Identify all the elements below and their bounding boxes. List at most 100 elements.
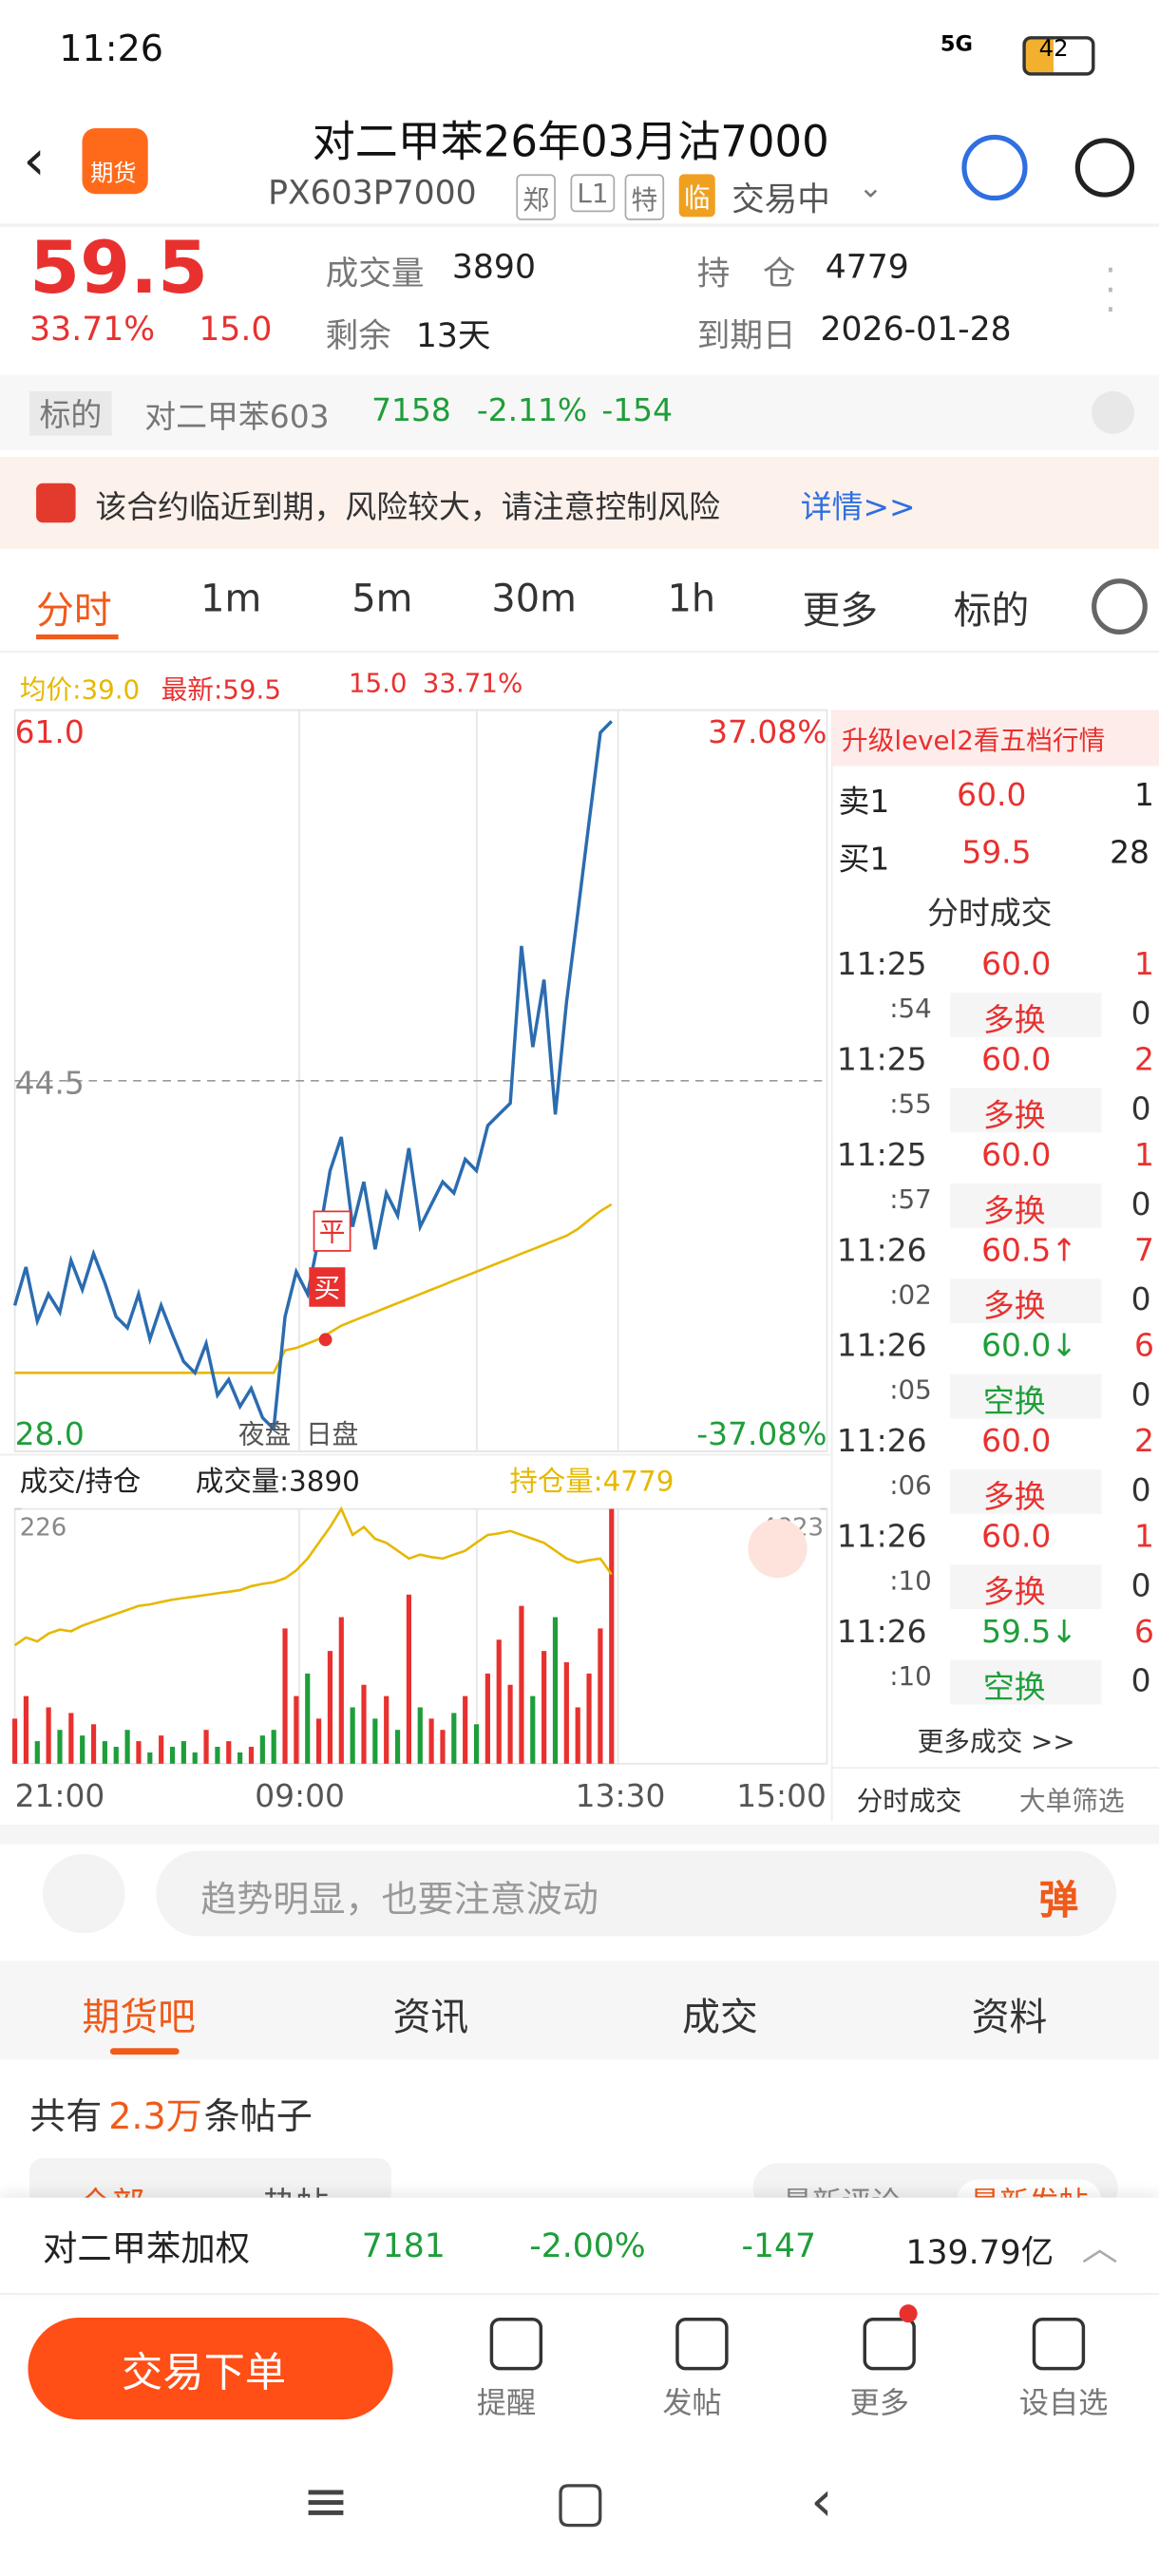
trade-volume: 6 — [1134, 1614, 1154, 1651]
volume-bar — [563, 1662, 569, 1764]
trades-title: 分时成交 — [927, 896, 1053, 933]
trade-volume: 6 — [1134, 1328, 1154, 1365]
nav-item[interactable]: 提醒 — [476, 2386, 537, 2422]
x-tick-label: 09:00 — [255, 1777, 345, 1814]
back-button[interactable]: ‹ — [23, 127, 46, 195]
trade-oi: 0 — [1130, 1186, 1151, 1223]
period-tab[interactable]: 分时 — [36, 590, 112, 634]
volume-bar — [192, 1752, 198, 1764]
value: 2026-01-28 — [820, 309, 1012, 349]
trade-volume: 2 — [1134, 1042, 1154, 1079]
trade-button[interactable] — [28, 2318, 393, 2420]
trade-time: 11:25 — [836, 1042, 927, 1079]
period-tab[interactable]: 5m — [352, 578, 413, 622]
section-tab[interactable]: 资讯 — [392, 1997, 469, 2040]
ai-button[interactable] — [961, 134, 1028, 201]
battery-level: 42 — [1038, 36, 1069, 63]
last-price: 59.5 — [29, 226, 209, 312]
divider — [831, 1767, 1159, 1770]
danmu-button[interactable]: 弹 — [1038, 1877, 1079, 1923]
ticker-change: -147 — [741, 2226, 817, 2265]
book-tab[interactable]: 大单筛选 — [1018, 1785, 1125, 1817]
volume-bar — [113, 1747, 119, 1764]
underlying-arrow[interactable] — [1092, 390, 1135, 434]
trade-volume: 7 — [1134, 1232, 1154, 1269]
comment-input[interactable] — [156, 1850, 1117, 1937]
system-nav[interactable]: ≡ — [302, 2469, 350, 2535]
upgrade-bar[interactable] — [831, 710, 1159, 767]
trade-type-bg — [950, 1183, 1102, 1228]
upgrade-link[interactable]: 升级level2看五档行情 — [842, 725, 1106, 757]
period-tab[interactable]: 1h — [667, 578, 716, 622]
trade-second: :55 — [889, 1088, 932, 1120]
expand-arrow[interactable]: ︿ — [1081, 2228, 1118, 2270]
ticker-pct: -2.00% — [529, 2226, 646, 2265]
trade-second: :06 — [889, 1469, 932, 1501]
system-nav[interactable]: ▢ — [554, 2469, 607, 2535]
trade-type: 多换 — [982, 1002, 1046, 1039]
y-tick-label: 61.0 — [15, 713, 85, 750]
volume-bar — [507, 1684, 513, 1764]
volume-bar — [440, 1730, 446, 1764]
more-trades[interactable]: 更多成交 >> — [917, 1726, 1075, 1757]
pct-label: 37.08% — [708, 713, 826, 750]
book-tab[interactable]: 分时成交 — [856, 1785, 962, 1817]
app-badge[interactable] — [82, 127, 148, 195]
volume-bar — [305, 1673, 311, 1764]
ask-volume: 1 — [1134, 777, 1154, 814]
volume-bar — [406, 1594, 412, 1764]
notify-dot — [899, 2304, 918, 2323]
nav-icon[interactable] — [863, 2318, 916, 2371]
underlying-bar — [0, 374, 1159, 451]
ticker-bar[interactable] — [0, 2197, 1159, 2295]
dropdown[interactable]: ⌄ — [858, 170, 884, 206]
nav-icon[interactable] — [489, 2318, 543, 2371]
marker-dot — [318, 1333, 332, 1347]
zoom-button — [748, 1518, 808, 1579]
volume-bar — [609, 1508, 615, 1764]
volume-bar — [124, 1730, 130, 1764]
volume-bar — [372, 1718, 378, 1764]
nav-icon[interactable] — [675, 2318, 729, 2371]
volume-bar — [428, 1718, 434, 1764]
trade-price: 60.0↓ — [981, 1328, 1077, 1365]
system-nav[interactable]: ‹ — [810, 2469, 833, 2535]
trade-second: :05 — [889, 1373, 932, 1406]
ticker-name: 对二甲苯加权 — [42, 2228, 251, 2269]
label: 到期日 — [696, 315, 796, 355]
volume-bar — [384, 1695, 390, 1764]
label: 剩余 — [325, 315, 391, 355]
volume-bar — [586, 1673, 592, 1764]
period-tab[interactable]: 标的 — [953, 590, 1030, 634]
underlying-pct: -2.11% — [476, 392, 588, 429]
section-tab[interactable]: 资料 — [971, 1997, 1048, 2040]
volume-label: 成交量:3890 — [196, 1466, 360, 1498]
trade-volume: 2 — [1134, 1423, 1154, 1460]
nav-item[interactable]: 发帖 — [662, 2386, 722, 2422]
filter-button[interactable] — [42, 1854, 125, 1934]
settings-button[interactable] — [1092, 578, 1148, 635]
section-tab[interactable]: 成交 — [682, 1997, 758, 2040]
volume-bar — [159, 1735, 164, 1764]
volume-bar — [46, 1707, 51, 1764]
badge-text: 期货 — [90, 161, 137, 188]
volume-bar — [102, 1741, 107, 1764]
tag: 临 — [678, 174, 715, 218]
battery — [1022, 36, 1095, 76]
trade-price: 60.0 — [981, 1423, 1052, 1460]
period-tab[interactable]: 更多 — [802, 590, 879, 634]
period-tab[interactable]: 30m — [491, 578, 577, 622]
trade-type-bg — [950, 1088, 1102, 1133]
divider — [0, 1824, 1159, 1845]
notice-link[interactable]: 详情>> — [800, 489, 916, 526]
nav-item[interactable]: 更多 — [849, 2386, 909, 2422]
volume-frame — [13, 1507, 828, 1765]
divider — [0, 223, 1159, 227]
nav-item[interactable]: 设自选 — [1018, 2386, 1109, 2422]
section-tab[interactable]: 期货吧 — [82, 1997, 196, 2040]
search-button[interactable] — [1074, 138, 1135, 198]
marker: 平 — [319, 1217, 346, 1248]
nav-icon[interactable] — [1032, 2318, 1086, 2371]
more-menu[interactable]: · · · — [1104, 251, 1117, 332]
period-tab[interactable]: 1m — [200, 578, 262, 622]
